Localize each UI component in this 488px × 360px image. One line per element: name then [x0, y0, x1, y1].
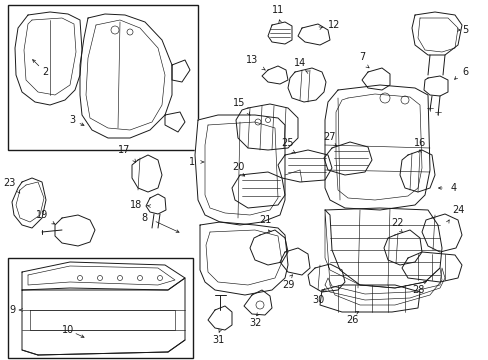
- Polygon shape: [249, 230, 287, 265]
- Polygon shape: [307, 264, 345, 292]
- Polygon shape: [325, 210, 441, 305]
- Text: 17: 17: [118, 145, 130, 155]
- Polygon shape: [22, 262, 184, 290]
- Text: 5: 5: [461, 25, 468, 35]
- Text: 16: 16: [413, 138, 425, 148]
- Text: 10: 10: [62, 325, 74, 335]
- Text: 15: 15: [232, 98, 244, 108]
- Text: 1: 1: [188, 157, 195, 167]
- Bar: [8, 5, 198, 150]
- Text: 18: 18: [129, 200, 142, 210]
- Polygon shape: [411, 12, 461, 55]
- Polygon shape: [319, 285, 419, 312]
- Bar: [8, 258, 193, 358]
- Polygon shape: [207, 306, 231, 330]
- Polygon shape: [325, 208, 441, 288]
- Text: 9: 9: [10, 305, 16, 315]
- Text: 25: 25: [281, 138, 294, 148]
- Text: 23: 23: [3, 178, 16, 188]
- Text: 19: 19: [36, 210, 48, 220]
- Polygon shape: [280, 248, 309, 275]
- Text: 2: 2: [42, 67, 48, 77]
- Text: 3: 3: [69, 115, 75, 125]
- Text: 28: 28: [411, 285, 423, 295]
- Polygon shape: [12, 178, 46, 228]
- Text: 14: 14: [293, 58, 305, 68]
- Polygon shape: [172, 60, 190, 82]
- Polygon shape: [278, 150, 331, 182]
- Text: 22: 22: [391, 218, 404, 228]
- Polygon shape: [399, 150, 434, 192]
- Text: 29: 29: [281, 280, 294, 290]
- Polygon shape: [324, 142, 371, 175]
- Polygon shape: [236, 104, 297, 150]
- Text: 7: 7: [358, 52, 365, 62]
- Polygon shape: [244, 290, 271, 315]
- Polygon shape: [325, 85, 429, 210]
- Text: 11: 11: [271, 5, 284, 15]
- Polygon shape: [231, 172, 285, 208]
- Text: 30: 30: [311, 295, 324, 305]
- Polygon shape: [383, 230, 421, 265]
- Text: 6: 6: [461, 67, 467, 77]
- Polygon shape: [297, 24, 329, 45]
- Text: 31: 31: [211, 335, 224, 345]
- Text: 4: 4: [450, 183, 456, 193]
- Text: 27: 27: [323, 132, 336, 142]
- Polygon shape: [423, 76, 447, 96]
- Polygon shape: [195, 115, 285, 225]
- Polygon shape: [361, 68, 389, 90]
- Text: 13: 13: [245, 55, 258, 65]
- Text: 20: 20: [231, 162, 244, 172]
- Polygon shape: [287, 68, 325, 102]
- Text: 32: 32: [248, 318, 261, 328]
- Polygon shape: [267, 22, 291, 44]
- Polygon shape: [164, 112, 184, 132]
- Polygon shape: [132, 155, 162, 192]
- Polygon shape: [200, 222, 287, 295]
- Text: 8: 8: [142, 213, 148, 223]
- Polygon shape: [22, 278, 184, 355]
- Text: 24: 24: [451, 205, 464, 215]
- Polygon shape: [15, 12, 82, 105]
- Polygon shape: [401, 252, 461, 282]
- Text: 12: 12: [327, 20, 340, 30]
- Polygon shape: [55, 215, 95, 246]
- Polygon shape: [421, 214, 461, 252]
- Text: 26: 26: [345, 315, 357, 325]
- Text: 21: 21: [258, 215, 271, 225]
- Polygon shape: [80, 14, 172, 138]
- Polygon shape: [146, 194, 165, 214]
- Polygon shape: [262, 66, 287, 84]
